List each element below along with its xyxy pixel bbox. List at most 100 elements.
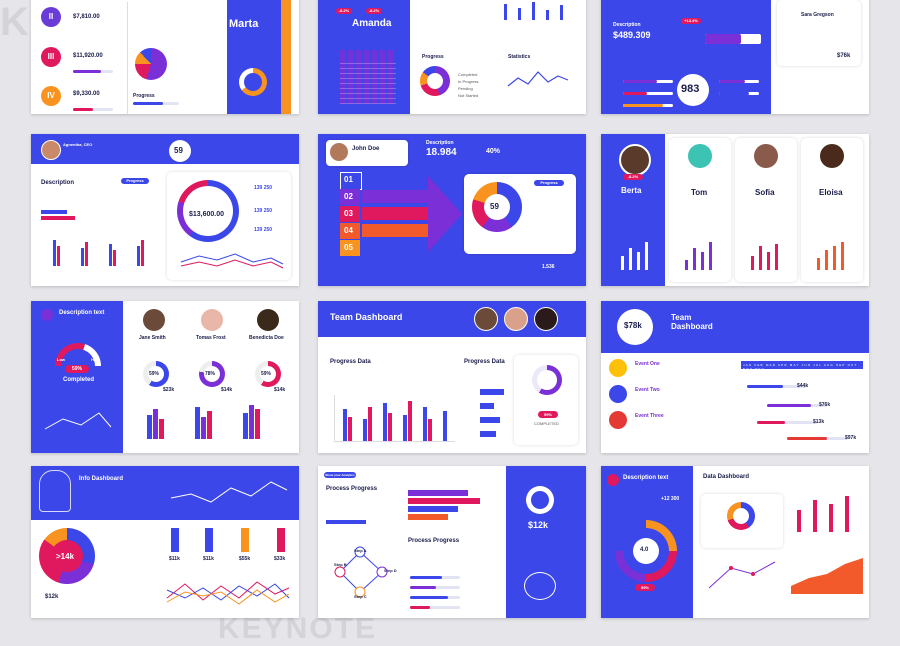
- progress-title-1: Progress Data: [330, 359, 371, 365]
- avatar: [330, 143, 348, 161]
- legend-2: In Progress: [458, 79, 479, 84]
- name-john: John Doe: [352, 146, 380, 152]
- slide-10[interactable]: Info Dashboard >14k $12k $11k $11k $55k …: [31, 466, 299, 618]
- brain-icon: [524, 572, 556, 600]
- pct-2: 78%: [205, 371, 216, 377]
- event-2: Event Two: [635, 387, 660, 393]
- slide-8[interactable]: Team Dashboard Progress Data Progress Da…: [318, 301, 586, 453]
- val-2: $11k: [203, 556, 214, 562]
- val-3: $14k: [274, 387, 286, 393]
- pct-badge: 59%: [538, 411, 558, 418]
- value-2: $11,920.00: [73, 53, 103, 59]
- legend-1: Completed: [458, 72, 478, 77]
- line-chart: [708, 561, 776, 589]
- avatar-3: [534, 307, 558, 331]
- title: Description text: [623, 475, 669, 481]
- val-2: $14k: [221, 387, 233, 393]
- line-chart: [44, 412, 112, 430]
- slide-1[interactable]: II III IV $7,810.00 $11,920.00 $9,330.00…: [31, 0, 299, 114]
- val-2: 139 250: [254, 208, 273, 214]
- name: Agnentha, CEO: [63, 142, 93, 147]
- line-chart: [180, 253, 284, 269]
- low-label: Low: [57, 357, 65, 362]
- big-number: 983: [681, 83, 700, 95]
- completed-label: COMPLETED: [534, 421, 559, 426]
- amount: $78k: [624, 321, 642, 330]
- step-04: 04: [344, 226, 353, 235]
- stage-iii-icon: [41, 47, 61, 67]
- val-3: $55k: [239, 556, 251, 562]
- slide-5[interactable]: John Doe Description 18.984 40% 01 02 03…: [318, 134, 586, 286]
- stage-iv-icon: [41, 86, 61, 106]
- event-3: Event Three: [635, 413, 664, 419]
- num: 59: [174, 146, 183, 155]
- avatar: [41, 140, 61, 160]
- header-line: [170, 481, 288, 503]
- slide-7[interactable]: Description text Low High 59% Completed …: [31, 301, 299, 453]
- step-d: Step D: [384, 568, 397, 573]
- value: $489.309: [613, 30, 651, 40]
- area-chart: [791, 558, 863, 594]
- slide-11[interactable]: Show your Analytics Process Progress Pro…: [318, 466, 586, 618]
- total: $12k: [528, 520, 549, 530]
- value-1: $7,810.00: [73, 14, 100, 20]
- name-amanda: Amanda: [352, 18, 392, 29]
- step-b: Step B: [334, 562, 347, 567]
- center-value: $13,600.00: [189, 211, 225, 218]
- step-05: 05: [344, 243, 353, 252]
- val-1: $11k: [169, 556, 180, 562]
- completed-label: Completed: [63, 377, 95, 383]
- legend-3: Pending: [458, 86, 473, 91]
- pie-chart: [135, 48, 167, 80]
- desc-label: Description: [426, 140, 454, 146]
- arrow-shape: [428, 176, 462, 252]
- pct-badge: -8.2%: [623, 174, 643, 180]
- price-2: $76k: [819, 402, 831, 408]
- avatar-sofia: [754, 144, 778, 168]
- legend-4: Not Started: [458, 93, 479, 98]
- title: Team Dashboard: [671, 313, 713, 331]
- avatar-benedicta: [257, 309, 279, 331]
- total: 1.536: [542, 264, 555, 270]
- progress-badge: Progress: [121, 178, 149, 184]
- desc-label: Description: [613, 22, 641, 28]
- name-berta: Berta: [621, 186, 642, 195]
- name-tom: Tom: [691, 188, 708, 197]
- step-03: 03: [344, 209, 353, 218]
- name-sara: Sara Gregson: [801, 12, 834, 18]
- pct-badge: 59%: [635, 584, 655, 591]
- name-sofia: Sofia: [755, 188, 775, 197]
- months: JAN: [743, 363, 753, 367]
- slide-3[interactable]: Description $489.309 +13.4% 983 Sara Gre…: [601, 0, 869, 114]
- progress-badge: Progress: [534, 180, 564, 186]
- slide-6[interactable]: -8.2% Berta Tom Sofia Eloisa: [601, 134, 869, 286]
- person-1: Jane Smith: [139, 335, 166, 341]
- statistics-label: Statistics: [508, 54, 531, 60]
- slide-4[interactable]: Agnentha, CEO 59 Description Progress $1…: [31, 134, 299, 286]
- pct-1: 59%: [149, 371, 160, 377]
- step-a: Step A: [354, 548, 367, 553]
- title-1: Process Progress: [326, 486, 378, 492]
- val-3: 139 250: [254, 227, 273, 233]
- avatar-2: [504, 307, 528, 331]
- event-1: Event One: [635, 361, 660, 367]
- value: +12 300: [661, 496, 680, 502]
- price-1: $44k: [797, 383, 809, 389]
- progress-label: Progress: [422, 54, 444, 60]
- slide-12[interactable]: Description text +12 300 4.0 59% Data Da…: [601, 466, 869, 618]
- slide-2[interactable]: Amanda -8.2% -8.2% Progress Completed In…: [318, 0, 586, 114]
- avatar-tomas: [201, 309, 223, 331]
- name-marta: Marta: [229, 18, 259, 30]
- bottom-value: $12k: [45, 594, 59, 600]
- process-diagram: [334, 546, 388, 598]
- progress-label: Progress: [133, 93, 155, 99]
- tree-icon: [39, 470, 71, 512]
- center-value: >14k: [56, 552, 75, 561]
- desc-label: Description: [41, 180, 75, 186]
- event-icon-2: [609, 385, 627, 403]
- value-3: $9,330.00: [73, 91, 100, 97]
- event-icon-3: [609, 411, 627, 429]
- price: $76k: [837, 53, 851, 59]
- pct-badge-1: -8.2%: [336, 8, 352, 14]
- slide-9[interactable]: $78k Team Dashboard JAN FEB MAR APR MAY …: [601, 301, 869, 453]
